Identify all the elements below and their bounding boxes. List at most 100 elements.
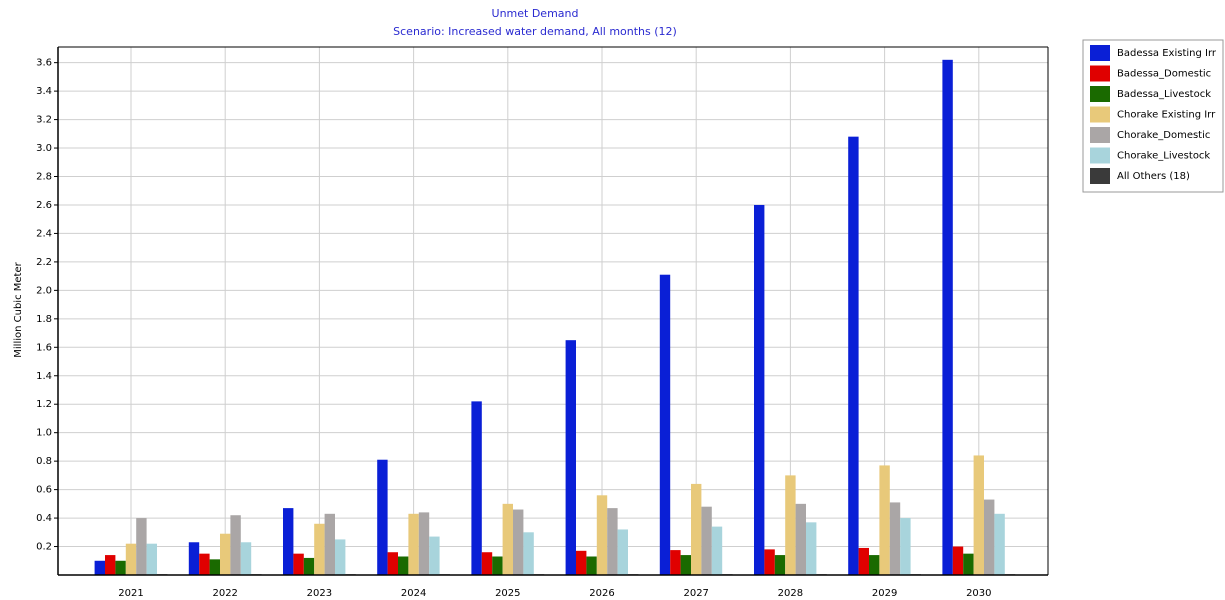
bar <box>576 550 587 575</box>
bar <box>973 455 984 575</box>
bar <box>136 518 147 575</box>
bar <box>994 513 1005 575</box>
bar <box>586 556 597 575</box>
bar <box>471 401 482 575</box>
legend-swatch <box>1090 147 1110 164</box>
bar <box>492 556 503 575</box>
bar <box>869 555 880 575</box>
bar <box>889 502 901 575</box>
chart-subtitle: Scenario: Increased water demand, All mo… <box>393 25 677 38</box>
bar <box>209 559 220 575</box>
bar <box>387 552 398 575</box>
bar <box>596 495 608 575</box>
legend-label: Badessa_Livestock <box>1117 89 1211 100</box>
x-tick-label: 2024 <box>401 588 426 599</box>
bar <box>963 553 974 575</box>
legend-label: Chorake_Domestic <box>1117 130 1210 141</box>
y-tick-label: 0.2 <box>36 542 52 553</box>
bar <box>785 475 796 575</box>
bar <box>848 136 859 575</box>
y-tick-label: 2.8 <box>36 172 52 183</box>
bar <box>806 522 817 575</box>
bar <box>659 274 671 575</box>
chart-title: Unmet Demand <box>492 7 579 20</box>
bar <box>607 508 618 575</box>
legend-swatch <box>1090 86 1110 102</box>
bar <box>283 508 294 575</box>
bar <box>774 555 786 575</box>
bar <box>377 459 388 575</box>
bar <box>398 556 409 575</box>
bar <box>701 506 712 575</box>
x-tick-label: 2026 <box>589 588 614 599</box>
legend-swatch <box>1090 168 1110 184</box>
y-tick-label: 3.4 <box>36 86 52 97</box>
legend-swatch <box>1090 65 1110 82</box>
y-tick-label: 0.8 <box>36 456 52 467</box>
bar <box>523 532 534 575</box>
legend-swatch <box>1090 45 1110 61</box>
bar <box>711 526 723 575</box>
y-tick-label: 0.4 <box>36 513 52 524</box>
bar <box>240 542 252 575</box>
bar <box>952 546 964 575</box>
y-tick-label: 1.4 <box>36 371 52 382</box>
bar <box>125 543 137 575</box>
y-tick-label: 2.2 <box>36 257 52 268</box>
x-tick-label: 2023 <box>307 588 332 599</box>
x-tick-label: 2025 <box>495 588 520 599</box>
bar <box>858 547 869 575</box>
bar <box>565 340 576 575</box>
bar <box>670 550 681 575</box>
bar <box>105 555 116 575</box>
y-tick-label: 1.8 <box>36 314 52 325</box>
bar <box>314 523 325 575</box>
bar <box>335 539 346 575</box>
bar <box>418 512 430 575</box>
legend-label: Badessa_Domestic <box>1117 69 1211 80</box>
bar <box>146 543 157 575</box>
bar <box>617 529 628 575</box>
bar <box>879 465 890 575</box>
y-tick-label: 2.4 <box>36 228 52 239</box>
bar <box>199 553 210 575</box>
bar <box>900 518 911 575</box>
x-tick-label: 2030 <box>966 588 991 599</box>
y-tick-label: 2.6 <box>36 200 52 211</box>
x-tick-label: 2027 <box>683 588 708 599</box>
bar <box>94 560 105 575</box>
bar <box>764 549 775 575</box>
bar <box>942 59 953 576</box>
bar <box>481 552 493 575</box>
bar <box>324 513 335 575</box>
legend-label: Chorake Existing Irr <box>1117 110 1216 121</box>
bar <box>188 542 200 575</box>
y-tick-label: 3.6 <box>36 58 52 69</box>
x-tick-label: 2021 <box>118 588 143 599</box>
y-tick-label: 1.6 <box>36 342 52 353</box>
bar <box>115 560 126 575</box>
legend-label: Chorake_Livestock <box>1117 151 1210 162</box>
bar <box>293 553 304 575</box>
bar <box>429 536 440 575</box>
y-tick-label: 3.0 <box>36 143 52 154</box>
y-tick-label: 1.2 <box>36 399 52 410</box>
y-tick-label: 1.0 <box>36 428 52 439</box>
bar <box>408 513 419 575</box>
bar <box>754 204 765 575</box>
legend-swatch <box>1090 106 1110 123</box>
y-tick-label: 3.2 <box>36 115 52 126</box>
bar <box>680 555 691 575</box>
bar <box>230 515 241 575</box>
bar <box>795 503 806 575</box>
bar <box>984 499 995 575</box>
legend-label: All Others (18) <box>1117 171 1190 182</box>
legend-label: Badessa Existing Irr <box>1117 48 1217 59</box>
x-tick-label: 2022 <box>212 588 237 599</box>
bar <box>513 509 524 575</box>
legend-swatch <box>1090 127 1110 143</box>
x-tick-label: 2028 <box>778 588 803 599</box>
bar <box>220 533 231 575</box>
x-tick-label: 2029 <box>872 588 897 599</box>
